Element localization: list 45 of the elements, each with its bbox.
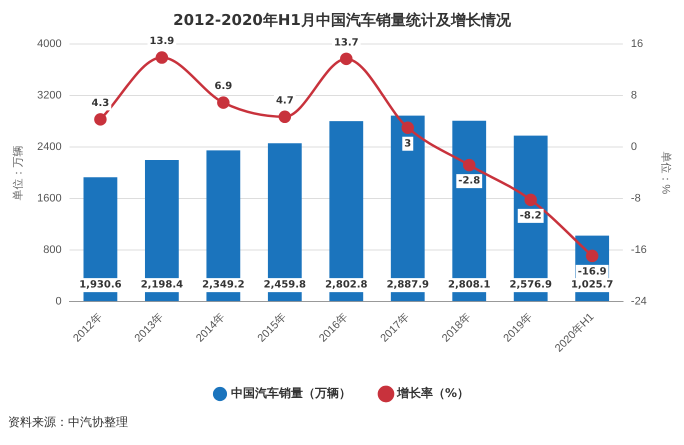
data-label: 2,198.4 xyxy=(140,280,184,291)
y-tick-label: 4000 xyxy=(37,38,62,50)
point xyxy=(462,158,476,172)
point xyxy=(94,113,107,126)
data-label: 2,576.9 xyxy=(510,280,552,291)
y2-tick-label: -8 xyxy=(630,192,641,205)
legend-label: 中国汽车销量（万辆） xyxy=(230,386,351,400)
data-label: 1,930.6 xyxy=(79,280,122,291)
y2-tick-label: 8 xyxy=(630,90,638,102)
data-label: 13.9 xyxy=(150,36,174,48)
point xyxy=(278,110,292,124)
point xyxy=(586,250,598,262)
y2-axis-title: 单位：% xyxy=(659,151,672,194)
data-label: 1,025.7 xyxy=(570,280,614,291)
y-axis-title: 单位：万辆 xyxy=(12,145,25,200)
data-label: 2,802.8 xyxy=(325,280,368,291)
text: 资料来源：中汽协整理 xyxy=(8,414,128,431)
y2-tick-label: 16 xyxy=(630,38,644,50)
data-label: 3 xyxy=(404,138,412,150)
data-label: -16.9 xyxy=(578,266,607,278)
y-tick-label: 2400 xyxy=(37,141,62,154)
data-label: 2,808.1 xyxy=(448,280,490,291)
point xyxy=(340,52,353,66)
data-label: 6.9 xyxy=(214,81,232,92)
point xyxy=(217,96,230,109)
y2-tick-label: 0 xyxy=(630,141,638,154)
data-label: 2,349.2 xyxy=(202,280,245,291)
data-label: 4.3 xyxy=(92,98,110,109)
y-tick-label: 1600 xyxy=(37,192,62,205)
data-label: -2.8 xyxy=(458,176,480,187)
data-label: 2,459.8 xyxy=(264,280,306,291)
data-label: 13.7 xyxy=(334,37,359,48)
legend-label: 增长率（%） xyxy=(396,386,470,400)
chart-title: 2012-2020年H1月中国汽车销量统计及增长情况 xyxy=(173,10,512,29)
point xyxy=(156,51,168,64)
y2-tick-label: -24 xyxy=(630,296,647,308)
data-label: 4.7 xyxy=(276,95,294,106)
y2-tick-label: -16 xyxy=(630,244,647,256)
y-tick-label: 3200 xyxy=(37,90,62,102)
point xyxy=(402,121,414,134)
y-tick-label: 0 xyxy=(56,296,62,308)
point xyxy=(524,194,537,206)
data-label: 2,887.9 xyxy=(386,280,429,291)
y-tick-label: 800 xyxy=(43,244,62,256)
data-label: -8.2 xyxy=(520,210,542,222)
